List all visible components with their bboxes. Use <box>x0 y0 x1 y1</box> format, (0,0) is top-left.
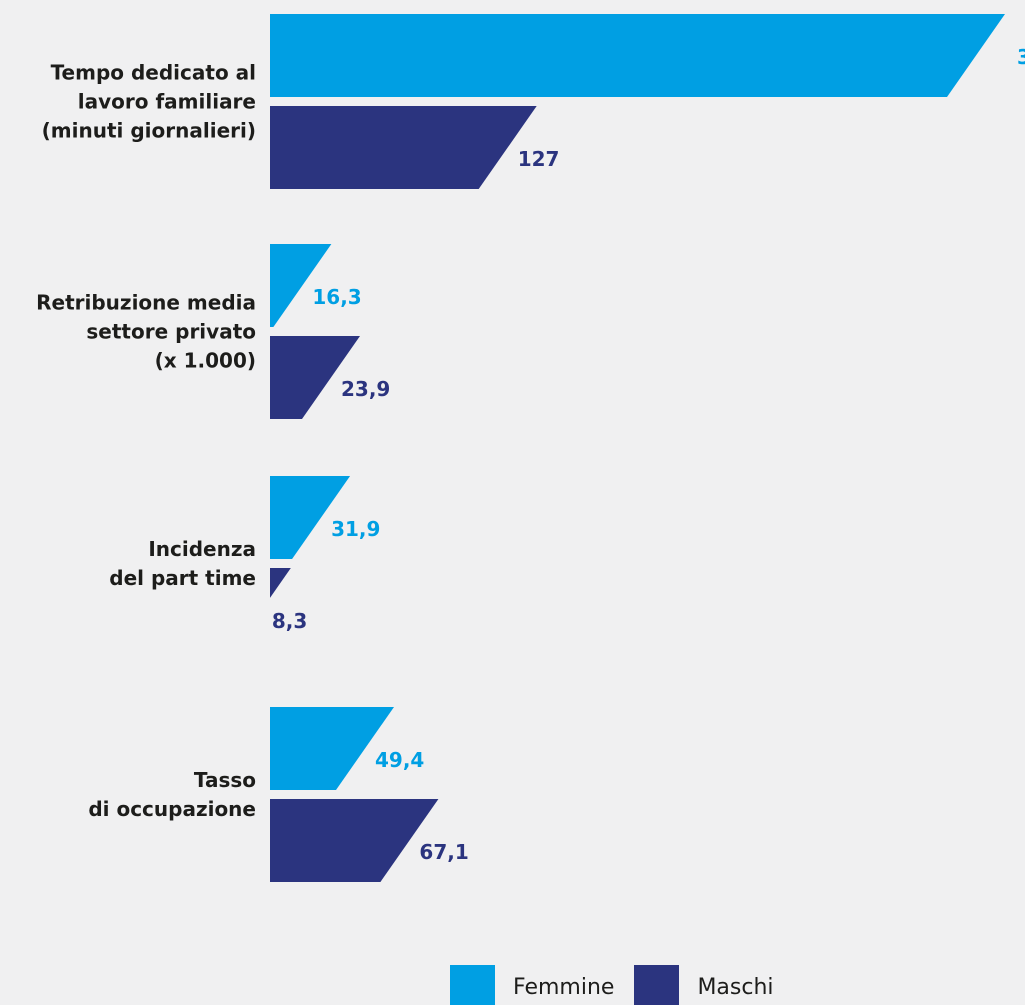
bar-maschi <box>270 568 291 598</box>
chart: Tempo dedicato al lavoro familiare (minuti… <box>36 14 1025 882</box>
value-label: 49,4 <box>375 748 424 772</box>
legend-swatch-femmine <box>450 965 495 1005</box>
category-label: Incidenza del part time <box>109 537 256 590</box>
legend-swatch-maschi <box>634 965 680 1005</box>
value-label: 350 <box>1017 45 1025 69</box>
category-label: Tempo dedicato al lavoro familiare (minuti… <box>42 61 256 143</box>
bar-femmine <box>270 707 394 790</box>
value-label: 8,3 <box>272 609 307 633</box>
legend: Femmine Maschi <box>450 965 794 1005</box>
bar-maschi <box>270 799 439 882</box>
legend-item-maschi: Maschi <box>634 965 774 1005</box>
bar-femmine <box>270 476 351 559</box>
value-label: 16,3 <box>312 285 361 309</box>
bar-maschi <box>270 106 537 189</box>
value-label: 23,9 <box>341 377 390 401</box>
value-label: 127 <box>518 147 560 171</box>
bar-maschi <box>270 336 360 419</box>
bar-femmine <box>270 14 1005 97</box>
bar-femmine <box>270 244 332 327</box>
legend-label-femmine: Femmine <box>513 975 615 1000</box>
value-label: 31,9 <box>331 517 380 541</box>
legend-label-maschi: Maschi <box>697 975 774 1000</box>
legend-item-femmine: Femmine <box>450 965 614 1005</box>
category-label: Tasso di occupazione <box>88 768 256 821</box>
category-label: Retribuzione media settore privato (x 1.00… <box>36 291 256 373</box>
value-label: 67,1 <box>419 840 468 864</box>
